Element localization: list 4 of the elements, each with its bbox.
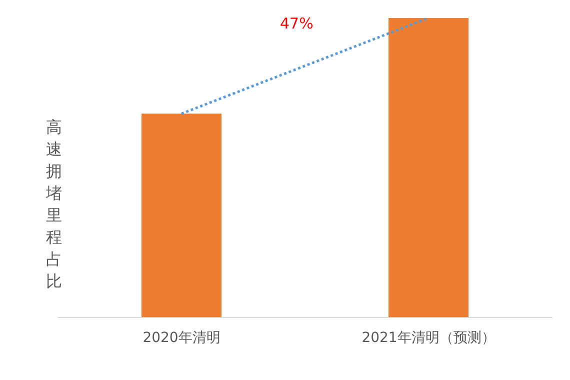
x-tick-label: 2020年清明 (142, 330, 220, 346)
y-axis-title: 高速拥堵里程占比 (45, 118, 62, 290)
annotation: 47% (280, 14, 314, 32)
x-tick-label: 2021年清明（预测） (362, 330, 496, 346)
